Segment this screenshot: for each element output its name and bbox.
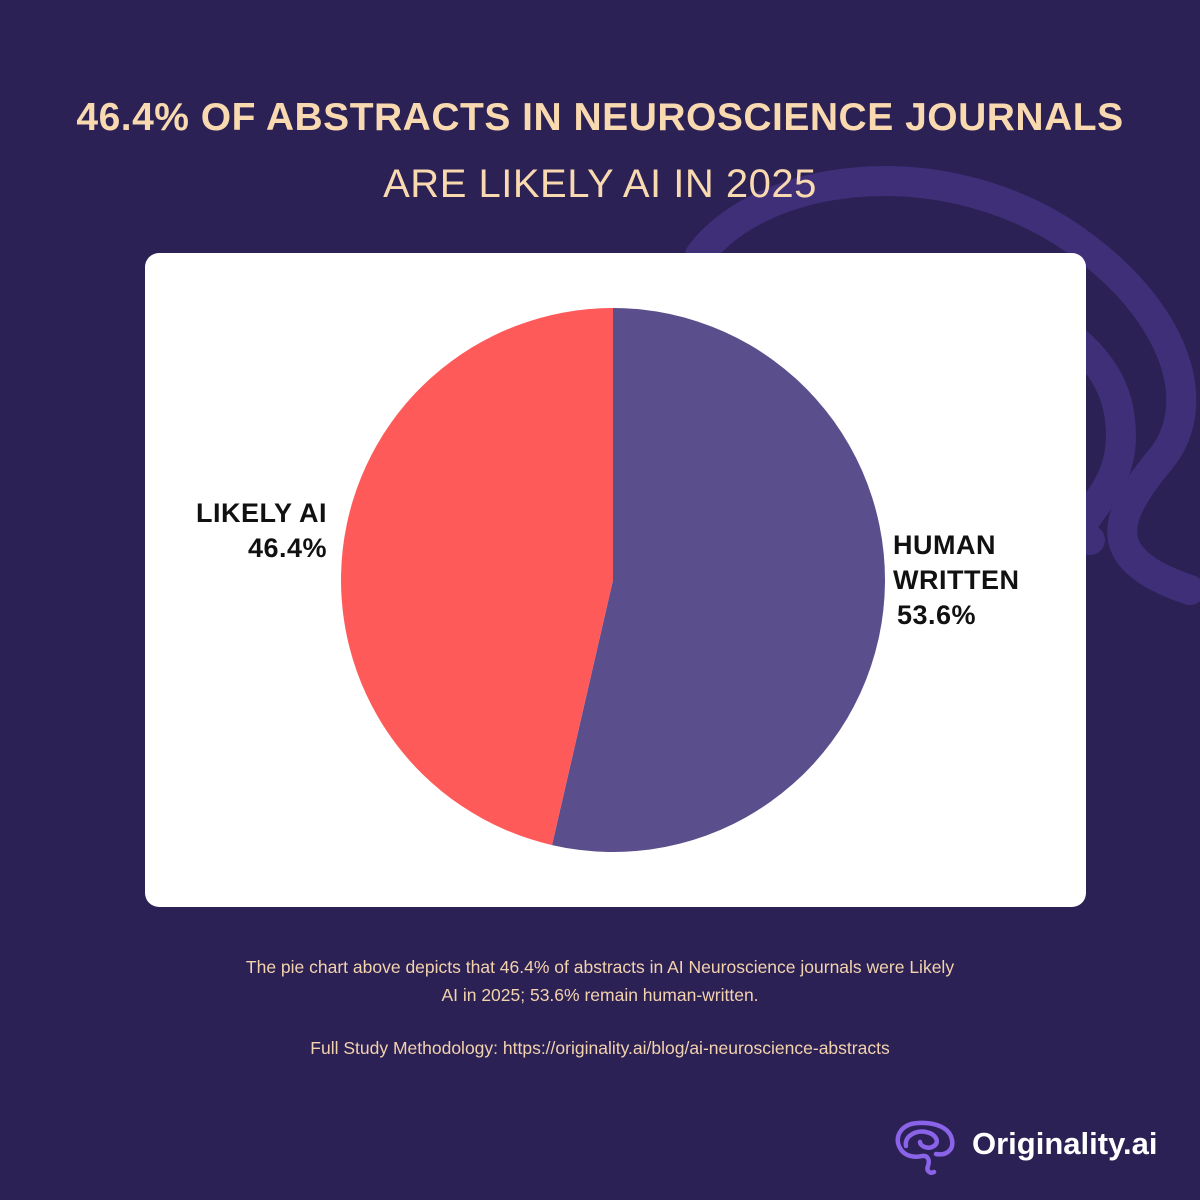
human-written-label-line1: HUMAN xyxy=(893,530,996,560)
brain-icon xyxy=(895,1120,955,1175)
pie-slice-human-written xyxy=(551,308,885,852)
human-written-label-line2: WRITTEN xyxy=(893,565,1020,595)
pie-chart xyxy=(340,308,885,852)
likely-ai-label-text: LIKELY AI xyxy=(195,498,327,528)
human-written-label: HUMAN WRITTEN 53.6% xyxy=(893,528,1073,633)
likely-ai-label-pct: 46.4% xyxy=(247,533,327,563)
page-title: 46.4% OF ABSTRACTS IN NEUROSCIENCE JOURN… xyxy=(76,96,1124,139)
pie-slice-likely-ai xyxy=(340,308,613,846)
likely-ai-label: LIKELY AI 46.4% xyxy=(145,496,327,566)
brand-name: Originality.ai xyxy=(972,1126,1158,1161)
chart-caption: The pie chart above depicts that 46.4% o… xyxy=(180,953,1020,1009)
human-written-label-pct: 53.6% xyxy=(897,600,977,630)
methodology-link[interactable]: Full Study Methodology: https://original… xyxy=(310,1038,890,1058)
page-subtitle: ARE LIKELY AI IN 2025 xyxy=(383,162,817,206)
caption-line-1: The pie chart above depicts that 46.4% o… xyxy=(245,957,955,977)
chart-card: LIKELY AI 46.4% HUMAN WRITTEN 53.6% xyxy=(145,253,1086,907)
brand-logo: Originality.ai xyxy=(890,1116,1180,1176)
caption-line-2: AI in 2025; 53.6% remain human-written. xyxy=(441,985,759,1005)
